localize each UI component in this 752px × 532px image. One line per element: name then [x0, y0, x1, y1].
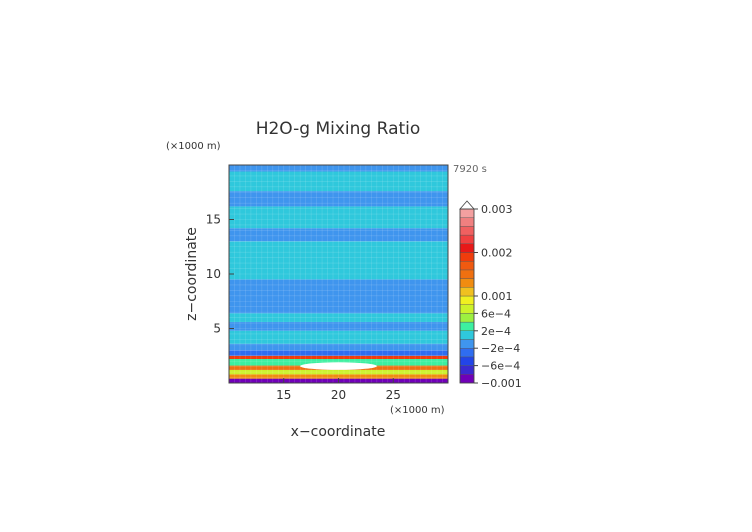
x-unit-label: (×1000 m)	[390, 405, 445, 416]
x-ticks: 15 20 25	[276, 378, 401, 402]
colorbar-swatch	[459, 313, 475, 323]
colorbar-label: −6e−4	[481, 360, 520, 373]
field-band	[229, 191, 448, 207]
colorbar-label: 6e−4	[481, 307, 511, 320]
time-label: 7920 s	[453, 164, 487, 175]
y-tick-label: 5	[213, 322, 221, 336]
colorbar-label: −0.001	[481, 377, 522, 390]
colorbar-swatch	[459, 295, 475, 305]
center-anomaly	[300, 362, 377, 370]
field-band	[229, 321, 448, 331]
colorbar-label: −2e−4	[481, 342, 520, 355]
colorbar	[459, 200, 475, 384]
field-band	[229, 374, 448, 379]
x-tick-label: 20	[331, 388, 346, 402]
chart-title: H2O-g Mixing Ratio	[256, 119, 421, 139]
field-band	[229, 343, 448, 351]
colorbar-swatch	[459, 287, 475, 297]
colorbar-swatch	[459, 365, 475, 375]
field-band	[229, 350, 448, 356]
y-tick-label: 15	[206, 213, 221, 227]
field-band	[229, 330, 448, 344]
field-band	[229, 313, 448, 322]
colorbar-label: 2e−4	[481, 325, 511, 338]
colorbar-swatch	[459, 374, 475, 384]
y-ticks: 5 10 15	[206, 213, 234, 336]
x-tick-label: 15	[276, 388, 291, 402]
colorbar-swatch	[459, 261, 475, 271]
colorbar-swatch	[459, 304, 475, 314]
colorbar-swatch	[459, 234, 475, 245]
colorbar-labels: 0.003 0.002 0.001 6e−4 2e−4 −2e−4 −6e−4 −0.001	[474, 203, 522, 390]
field-band	[229, 369, 448, 375]
field-band	[229, 228, 448, 242]
x-axis-label: x−coordinate	[291, 424, 386, 440]
colorbar-swatch	[459, 252, 475, 262]
colorbar-label: 0.002	[481, 247, 513, 260]
field-band	[229, 206, 448, 229]
field-band	[229, 359, 448, 366]
y-axis-label: z−coordinate	[184, 227, 200, 321]
y-tick-label: 10	[206, 267, 221, 281]
field-band	[229, 279, 448, 314]
colorbar-swatch	[459, 348, 475, 358]
field-band	[229, 355, 448, 360]
colorbar-swatch	[459, 269, 475, 279]
colorbar-swatch	[459, 243, 475, 253]
colorbar-overflow-arrow	[459, 200, 475, 210]
field-band	[229, 241, 448, 280]
contour-field	[229, 165, 448, 383]
field-band	[229, 165, 448, 172]
x-tick-label: 25	[386, 388, 401, 402]
colorbar-swatch	[459, 217, 475, 227]
colorbar-swatch	[459, 339, 475, 349]
colorbar-swatch	[459, 330, 475, 340]
colorbar-swatch	[459, 278, 475, 288]
colorbar-label: 0.003	[481, 203, 513, 216]
colorbar-swatch	[459, 208, 475, 218]
colorbar-swatch	[459, 356, 475, 366]
colorbar-swatch	[459, 321, 475, 332]
grid-lines	[228, 164, 449, 384]
colorbar-label: 0.001	[481, 290, 513, 303]
y-unit-label: (×1000 m)	[166, 141, 221, 152]
colorbar-swatch	[459, 226, 475, 236]
field-band	[229, 171, 448, 192]
